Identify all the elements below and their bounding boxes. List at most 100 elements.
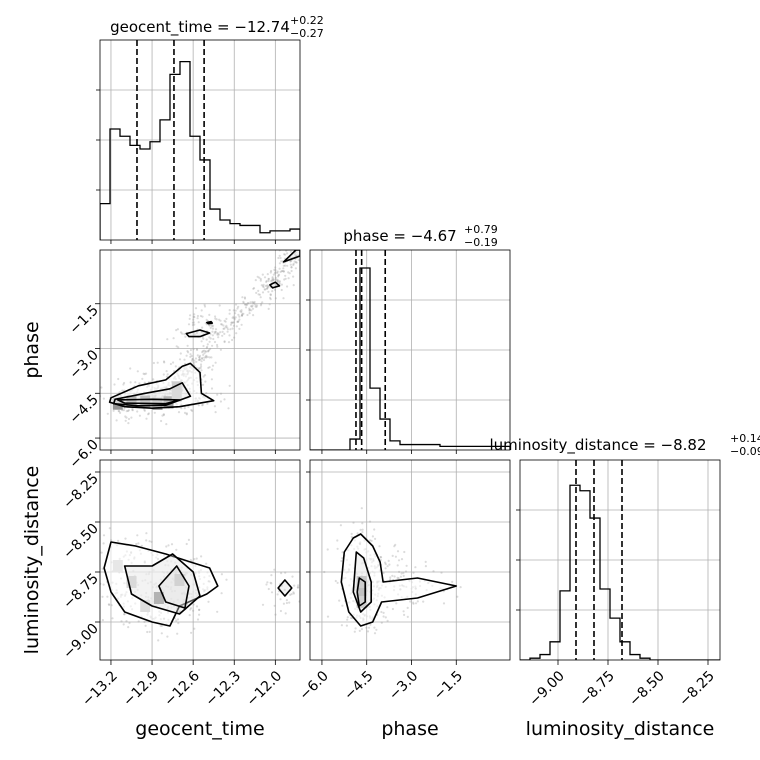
scatter-point	[271, 277, 274, 280]
ylabel-luminosity-distance: luminosity_distance	[21, 466, 43, 655]
scatter-point	[232, 324, 235, 327]
scatter-point	[274, 269, 277, 272]
ytick-label: −4.5	[67, 392, 102, 427]
scatter-point	[266, 286, 270, 289]
scatter-point	[234, 312, 237, 315]
scatter-point	[248, 312, 251, 315]
scatter-point	[254, 279, 257, 282]
xtick-label: −12.9	[120, 668, 162, 710]
scatter-point	[262, 283, 265, 286]
scatter-point	[212, 337, 215, 341]
scatter-point	[350, 535, 353, 538]
scatter-point	[200, 340, 203, 343]
scatter-point	[278, 254, 281, 257]
scatter-point	[202, 383, 205, 386]
scatter-point	[240, 314, 244, 317]
scatter-point	[340, 624, 343, 627]
scatter-point	[277, 256, 280, 260]
scatter-point	[181, 332, 184, 335]
scatter-point	[177, 346, 180, 349]
scatter-point	[270, 279, 273, 282]
xtick-label: −1.5	[431, 668, 466, 703]
scatter-point	[101, 567, 104, 570]
scatter-point	[145, 532, 148, 535]
scatter-point	[233, 317, 236, 320]
scatter-point	[220, 573, 223, 576]
scatter-point	[193, 333, 196, 336]
scatter-point	[201, 351, 204, 354]
scatter-point	[201, 326, 204, 329]
scatter-point	[217, 333, 220, 336]
scatter-point	[117, 409, 120, 413]
scatter-point	[424, 560, 427, 564]
scatter-point	[160, 419, 163, 423]
scatter-point	[288, 272, 291, 275]
scatter-point	[205, 392, 208, 395]
scatter-point	[422, 600, 425, 603]
scatter-point	[193, 361, 196, 364]
scatter-point	[197, 321, 200, 324]
scatter-point	[217, 336, 220, 339]
scatter-point	[306, 261, 308, 263]
scatter-point	[246, 313, 249, 317]
scatter-point	[148, 540, 151, 543]
scatter-point	[283, 278, 286, 281]
scatter-point	[136, 410, 139, 413]
scatter-point	[242, 301, 245, 304]
scatter-point	[205, 318, 208, 321]
scatter-point	[402, 571, 405, 575]
scatter-point	[243, 303, 247, 306]
scatter-point	[192, 603, 195, 606]
scatter-point	[350, 532, 353, 536]
scatter-point	[277, 274, 280, 277]
scatter-point	[216, 345, 219, 348]
scatter-point	[280, 248, 282, 250]
scatter-point	[294, 261, 298, 264]
scatter-point	[240, 314, 243, 317]
scatter-point	[287, 277, 290, 280]
scatter-point	[282, 602, 285, 605]
scatter-point	[201, 350, 204, 353]
scatter-point	[236, 307, 239, 310]
scatter-point	[261, 285, 265, 288]
scatter-point	[202, 358, 206, 362]
scatter-point	[267, 290, 270, 293]
scatter-point	[378, 545, 381, 548]
scatter-point	[166, 635, 169, 638]
scatter-point	[145, 539, 148, 542]
scatter-point	[193, 313, 196, 316]
scatter-point	[165, 370, 168, 373]
scatter-point	[353, 630, 356, 633]
title-geocent-time: geocent_time = −12.74	[110, 18, 290, 37]
hist-step-luminosity_distance	[520, 484, 720, 660]
scatter-point	[143, 373, 146, 376]
scatter-point	[279, 270, 282, 273]
scatter-point	[274, 272, 277, 275]
scatter-point	[244, 303, 247, 306]
scatter-point	[252, 302, 256, 305]
scatter-point	[205, 562, 208, 565]
scatter-point	[366, 630, 370, 633]
scatter-point	[130, 416, 133, 419]
scatter-point	[203, 352, 206, 355]
ytick-label: −1.5	[67, 302, 102, 337]
title-phase-sub: −0.19	[464, 236, 498, 249]
scatter-point	[203, 349, 206, 352]
scatter-point	[274, 266, 277, 269]
scatter-point	[361, 528, 364, 531]
scatter-point	[196, 348, 199, 352]
scatter-point	[396, 576, 399, 580]
scatter-point	[265, 287, 269, 290]
scatter-point	[269, 293, 272, 297]
scatter-point	[278, 262, 281, 265]
scatter-point	[272, 273, 275, 276]
scatter-point	[391, 554, 394, 558]
scatter-point	[138, 382, 141, 385]
scatter-point	[235, 332, 238, 335]
scatter-point	[217, 332, 220, 335]
scatter-point	[259, 277, 262, 281]
scatter-point	[302, 257, 304, 259]
scatter-point	[141, 377, 144, 380]
scatter-point	[225, 578, 228, 581]
